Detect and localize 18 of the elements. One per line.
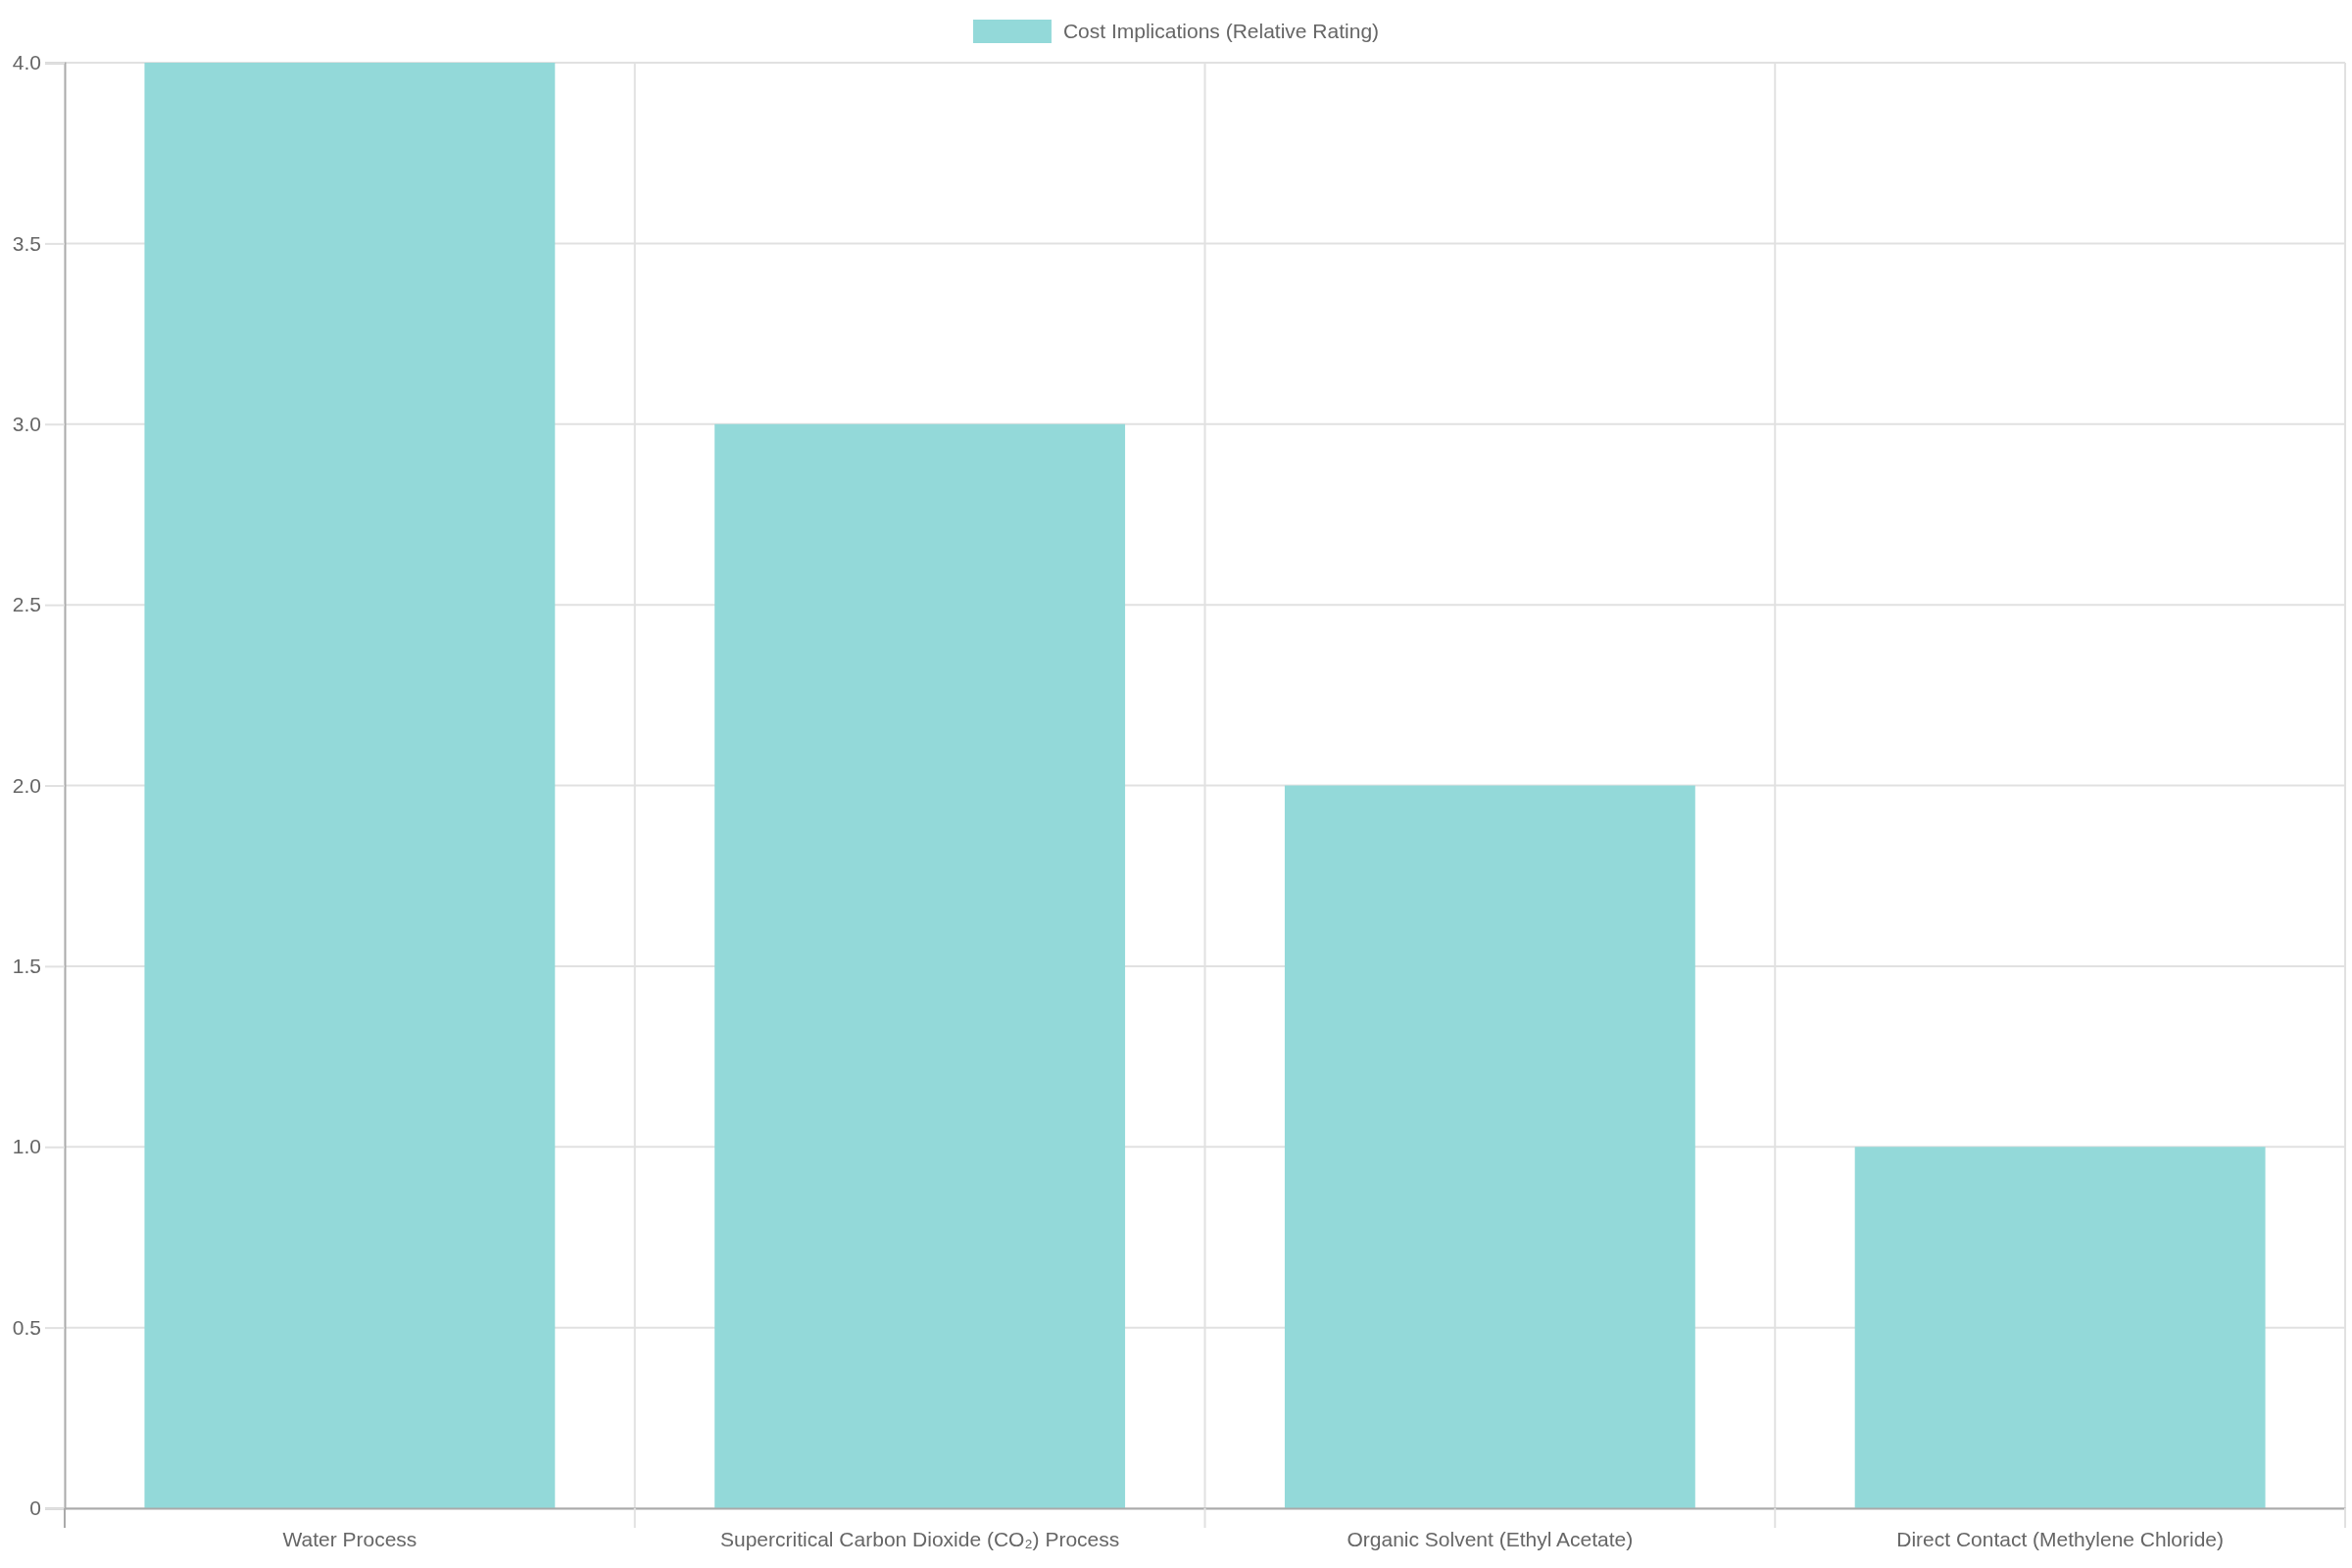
y-tick-label: 0	[29, 1496, 41, 1520]
y-tick-label: 2.0	[12, 773, 41, 797]
bar	[144, 63, 556, 1508]
y-tick-label: 3.0	[12, 412, 41, 435]
bar	[714, 423, 1126, 1508]
bar	[1284, 785, 1695, 1508]
x-tick-label: Organic Solvent (Ethyl Acetate)	[1347, 1527, 1634, 1550]
bar	[1854, 1147, 2266, 1508]
y-tick-label: 1.5	[12, 955, 41, 978]
y-tick-label: 4.0	[12, 51, 41, 74]
y-tick-label: 1.0	[12, 1135, 41, 1158]
x-tick-label: Supercritical Carbon Dioxide (CO₂) Process	[719, 1527, 1120, 1550]
y-tick-label: 2.5	[12, 593, 41, 616]
legend-label: Cost Implications (Relative Rating)	[1062, 20, 1380, 43]
x-tick-label: Direct Contact (Methylene Chloride)	[1896, 1527, 2225, 1550]
x-tick-label: Water Process	[282, 1527, 417, 1550]
y-tick-label: 0.5	[12, 1315, 41, 1339]
y-tick-label: 3.5	[12, 231, 41, 255]
